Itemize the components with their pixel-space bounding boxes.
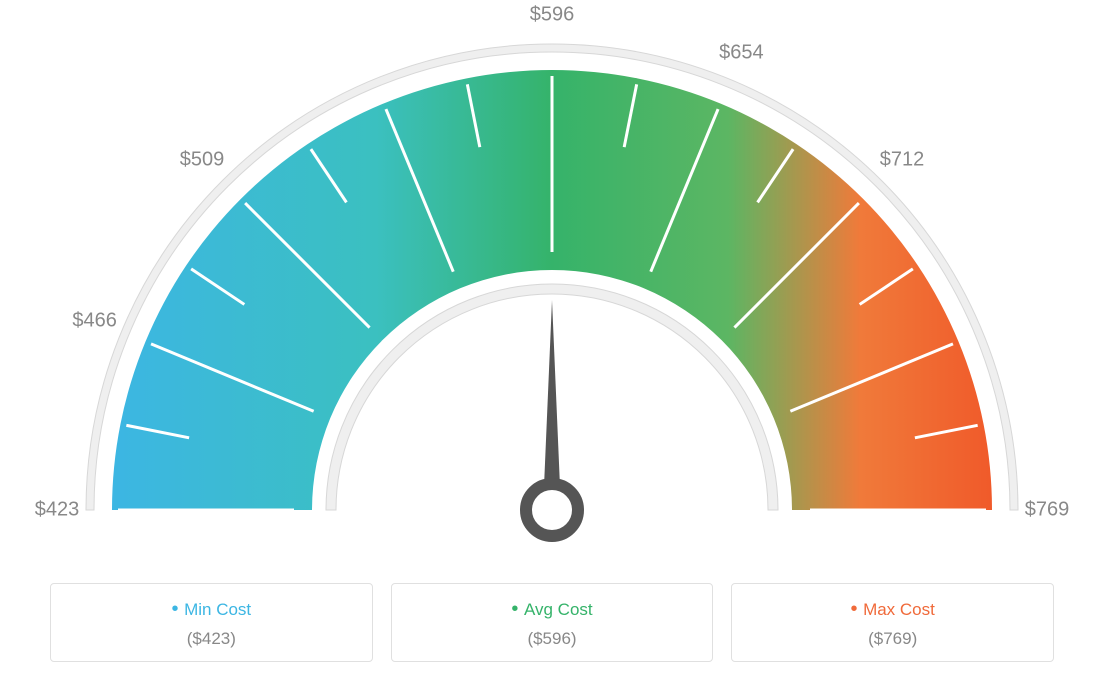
gauge-tick-label: $509 bbox=[180, 148, 225, 171]
legend-avg-label: Avg Cost bbox=[392, 598, 713, 621]
gauge-tick-label: $596 bbox=[530, 4, 575, 27]
gauge-svg bbox=[0, 0, 1104, 560]
legend-min-value: ($423) bbox=[51, 629, 372, 649]
gauge-tick-label: $654 bbox=[719, 41, 764, 64]
gauge-chart: $423 $466 $509 $596 $654 $712 $769 bbox=[0, 0, 1104, 560]
legend-max: Max Cost ($769) bbox=[731, 583, 1054, 662]
legend-max-label: Max Cost bbox=[732, 598, 1053, 621]
legend-min: Min Cost ($423) bbox=[50, 583, 373, 662]
gauge-tick-label: $712 bbox=[880, 148, 925, 171]
legend-min-label: Min Cost bbox=[51, 598, 372, 621]
legend-avg: Avg Cost ($596) bbox=[391, 583, 714, 662]
legend-max-value: ($769) bbox=[732, 629, 1053, 649]
gauge-tick-label: $466 bbox=[72, 309, 117, 332]
gauge-tick-label: $769 bbox=[1025, 499, 1070, 522]
legend-avg-value: ($596) bbox=[392, 629, 713, 649]
legend-row: Min Cost ($423) Avg Cost ($596) Max Cost… bbox=[50, 583, 1054, 662]
gauge-tick-label: $423 bbox=[35, 499, 80, 522]
